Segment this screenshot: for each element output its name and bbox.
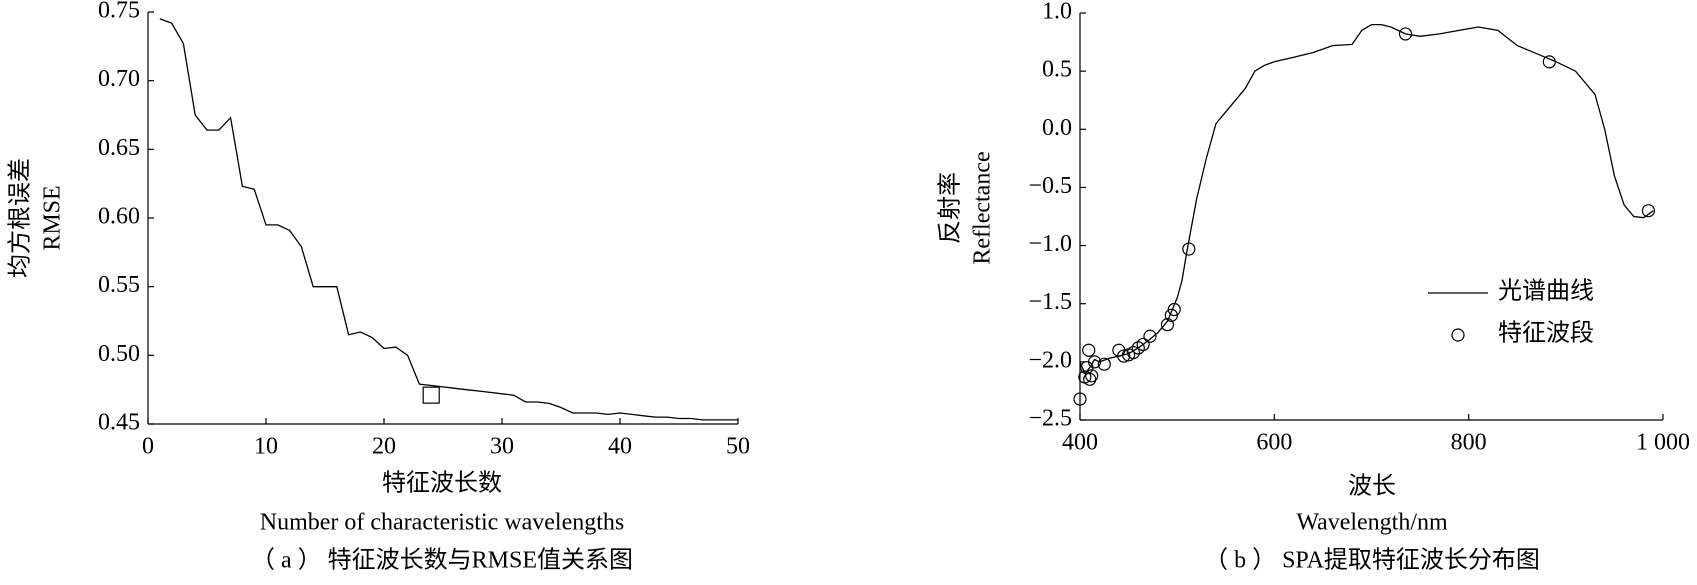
y-tick-label: 1.0 xyxy=(1042,0,1072,25)
y-axis-label: 均方根误差 xyxy=(7,158,34,278)
data-point xyxy=(1087,355,1102,369)
y-tick-label: −2.5 xyxy=(1028,406,1072,432)
y-tick-label: −2.0 xyxy=(1028,347,1072,373)
data-point xyxy=(1097,357,1111,371)
y-tick-label: 0.60 xyxy=(98,204,140,230)
y-tick-label: 0.65 xyxy=(98,135,140,161)
legend-label: 光谱曲线 xyxy=(1498,278,1594,305)
y-tick-label: 0.45 xyxy=(98,410,140,436)
data-point xyxy=(1082,343,1096,357)
x-tick-label: 600 xyxy=(1256,430,1292,456)
data-line xyxy=(159,18,738,421)
x-tick-label: 0 xyxy=(142,434,154,460)
y-tick-label: −0.5 xyxy=(1028,173,1072,199)
data-point xyxy=(1136,337,1150,352)
x-tick-label: 400 xyxy=(1062,430,1098,456)
y-tick-label: −1.0 xyxy=(1028,231,1072,257)
x-axis-label: Number of characteristic wavelengths xyxy=(260,510,625,536)
data-point xyxy=(1542,55,1556,69)
data-point xyxy=(1160,318,1175,332)
data-point xyxy=(1126,345,1141,360)
x-tick-label: 40 xyxy=(608,434,632,460)
y-tick-label: 0.5 xyxy=(1042,57,1072,83)
data-point xyxy=(1182,242,1196,256)
x-axis-label: 波长 xyxy=(1348,473,1396,500)
legend-label: 特征波段 xyxy=(1498,320,1594,347)
data-point xyxy=(1143,329,1157,343)
data-point xyxy=(1083,372,1097,386)
y-axis-label: RMSE xyxy=(40,185,66,250)
y-tick-label: 0.55 xyxy=(98,272,140,298)
caption: （ a ） 特征波长数与RMSE值关系图 xyxy=(251,547,633,574)
x-tick-label: 50 xyxy=(726,434,750,460)
y-tick-label: −1.5 xyxy=(1028,289,1072,315)
x-tick-label: 30 xyxy=(490,434,514,460)
x-axis-label: 特征波长数 xyxy=(382,470,502,497)
data-point xyxy=(1167,302,1181,317)
y-axis-label: 反射率 xyxy=(937,172,964,244)
highlight-point xyxy=(422,386,440,404)
y-axis-label: Reflectance xyxy=(970,151,996,264)
x-tick-label: 1 000 xyxy=(1636,430,1690,456)
y-tick-label: 0.75 xyxy=(98,0,140,24)
data-point xyxy=(1073,392,1087,406)
x-axis-label: Wavelength/nm xyxy=(1296,510,1448,536)
data-point xyxy=(1398,27,1413,41)
data-point xyxy=(1085,369,1099,383)
x-tick-label: 20 xyxy=(372,434,396,460)
y-tick-label: 0.50 xyxy=(98,341,140,367)
y-tick-label: 0.0 xyxy=(1042,115,1072,141)
legend-marker xyxy=(1451,328,1465,342)
x-tick-label: 800 xyxy=(1451,430,1487,456)
data-point xyxy=(1117,349,1131,363)
data-point xyxy=(1641,204,1656,218)
y-tick-label: 0.70 xyxy=(98,66,140,92)
caption: （ b ） SPA提取特征波长分布图 xyxy=(1204,547,1540,574)
x-tick-label: 10 xyxy=(254,434,278,460)
